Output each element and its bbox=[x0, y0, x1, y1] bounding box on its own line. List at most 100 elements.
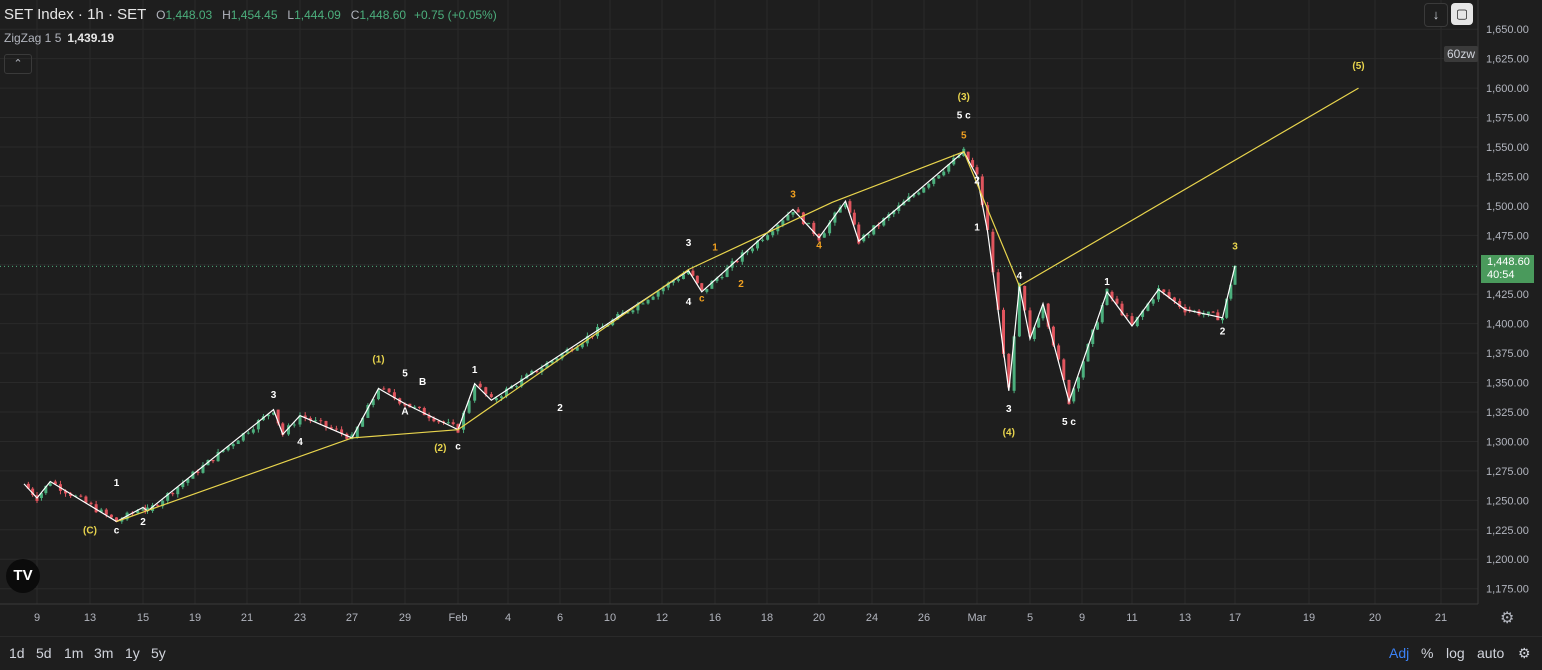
candle-body bbox=[201, 465, 205, 473]
candle-body bbox=[1151, 299, 1155, 304]
gear-icon[interactable]: ⚙ bbox=[1518, 645, 1531, 661]
candle-body bbox=[308, 418, 312, 421]
candle-body bbox=[26, 483, 30, 489]
range-1y-button[interactable]: 1y bbox=[125, 645, 140, 661]
x-tick-label: 26 bbox=[918, 612, 930, 624]
bar-countdown: 40:54 bbox=[1487, 269, 1515, 281]
candle-body bbox=[319, 420, 323, 422]
candle-body bbox=[382, 388, 386, 390]
candle-body bbox=[334, 428, 338, 430]
log-toggle[interactable]: log bbox=[1446, 645, 1465, 661]
adj-toggle[interactable]: Adj bbox=[1389, 645, 1410, 661]
candle-body bbox=[540, 368, 544, 373]
candle-body bbox=[786, 214, 790, 221]
candle-body bbox=[671, 280, 675, 283]
auto-toggle[interactable]: auto bbox=[1477, 645, 1505, 661]
candle-body bbox=[927, 183, 931, 188]
fullscreen-button[interactable]: ▢ bbox=[1451, 3, 1473, 25]
wave-label: 1 bbox=[974, 223, 980, 234]
candle-body bbox=[345, 433, 349, 439]
range-5y-button[interactable]: 5y bbox=[151, 645, 166, 661]
range-1m-button[interactable]: 1m bbox=[64, 645, 84, 661]
candle-body bbox=[69, 493, 73, 497]
range-1d-button[interactable]: 1d bbox=[9, 645, 25, 661]
candle-body bbox=[1002, 309, 1005, 354]
candle-body bbox=[64, 490, 68, 494]
candle-body bbox=[766, 235, 770, 240]
wave-label: B bbox=[419, 377, 426, 388]
candle-body bbox=[1130, 316, 1134, 325]
candle-body bbox=[446, 422, 450, 424]
candle-body bbox=[99, 509, 103, 513]
candle-body bbox=[1057, 345, 1061, 360]
candle-body bbox=[403, 403, 407, 406]
range-5d-button[interactable]: 5d bbox=[36, 645, 52, 661]
wave-label: (4) bbox=[1003, 428, 1015, 439]
candle-body bbox=[467, 400, 471, 413]
indicator-legend[interactable]: ZigZag 1 5 1,439.19 bbox=[4, 31, 114, 45]
x-tick-label: 13 bbox=[1179, 612, 1191, 624]
candle-body bbox=[1041, 306, 1045, 319]
wave-label: (3) bbox=[958, 92, 970, 103]
candle-body bbox=[917, 192, 921, 195]
wave-label: 5 c bbox=[1062, 417, 1076, 428]
change-value: +0.75 (+0.05%) bbox=[413, 8, 497, 22]
candle-body bbox=[298, 415, 302, 425]
last-price: 1,448.60 bbox=[1487, 256, 1530, 268]
timeframe-label: 60zw bbox=[1444, 46, 1479, 62]
wave-label: 4 bbox=[1017, 271, 1023, 282]
candle-body bbox=[725, 267, 729, 277]
open-value: 1,448.03 bbox=[165, 8, 213, 22]
settings-gear-icon[interactable]: ⚙ bbox=[1500, 610, 1515, 627]
wave-label: 5 bbox=[402, 369, 408, 380]
candle-body bbox=[1135, 316, 1139, 327]
candle-body bbox=[852, 212, 856, 225]
candle-body bbox=[329, 427, 333, 429]
candle-body bbox=[745, 251, 749, 253]
candle-body bbox=[833, 212, 837, 223]
wave-label: 3 bbox=[790, 190, 796, 201]
candle-body bbox=[801, 212, 805, 225]
candle-body bbox=[575, 347, 579, 351]
candle-body bbox=[89, 502, 93, 505]
y-tick-label: 1,250.00 bbox=[1486, 495, 1529, 507]
candle-body bbox=[437, 421, 441, 423]
candle-body bbox=[161, 500, 165, 507]
x-tick-label: 19 bbox=[1303, 612, 1315, 624]
y-tick-label: 1,500.00 bbox=[1486, 201, 1529, 213]
wave-label: c bbox=[699, 293, 705, 304]
candle-body bbox=[1086, 343, 1090, 362]
x-tick-label: 17 bbox=[1229, 612, 1241, 624]
candle-body bbox=[1067, 379, 1071, 405]
candle-body bbox=[822, 233, 826, 238]
low-label: L bbox=[287, 8, 295, 22]
candle-body bbox=[1017, 283, 1021, 337]
candle-body bbox=[166, 493, 170, 501]
candle-body bbox=[1100, 304, 1104, 323]
candle-body bbox=[631, 310, 635, 313]
percent-toggle[interactable]: % bbox=[1421, 645, 1434, 661]
candle-body bbox=[1091, 329, 1095, 344]
bottom-toolbar: 1d 5d 1m 3m 1y 5y Adj % log auto ⚙ bbox=[0, 636, 1542, 670]
y-tick-label: 1,375.00 bbox=[1486, 348, 1529, 360]
wave-label: 3 bbox=[271, 390, 277, 401]
candle-body bbox=[1146, 303, 1150, 311]
range-3m-button[interactable]: 3m bbox=[94, 645, 114, 661]
last-price-tag: 1,448.60 40:54 bbox=[1481, 255, 1534, 283]
collapse-legend-button[interactable]: ⌃ bbox=[4, 54, 32, 74]
symbol-title[interactable]: SET Index · 1h · SET bbox=[4, 6, 147, 23]
x-tick-label: 29 bbox=[399, 612, 411, 624]
candle-body bbox=[171, 493, 175, 495]
candle-body bbox=[580, 343, 584, 348]
candle-body bbox=[796, 209, 800, 213]
candle-body bbox=[1211, 311, 1215, 313]
y-tick-label: 1,425.00 bbox=[1486, 289, 1529, 301]
wave-line bbox=[116, 87, 1359, 523]
candle-body bbox=[966, 151, 970, 161]
candle-body bbox=[266, 414, 270, 417]
candle-body bbox=[392, 392, 396, 399]
candle-body bbox=[991, 231, 995, 273]
tradingview-logo-icon[interactable]: TV bbox=[6, 559, 40, 593]
download-button[interactable]: ↓ bbox=[1424, 3, 1448, 27]
